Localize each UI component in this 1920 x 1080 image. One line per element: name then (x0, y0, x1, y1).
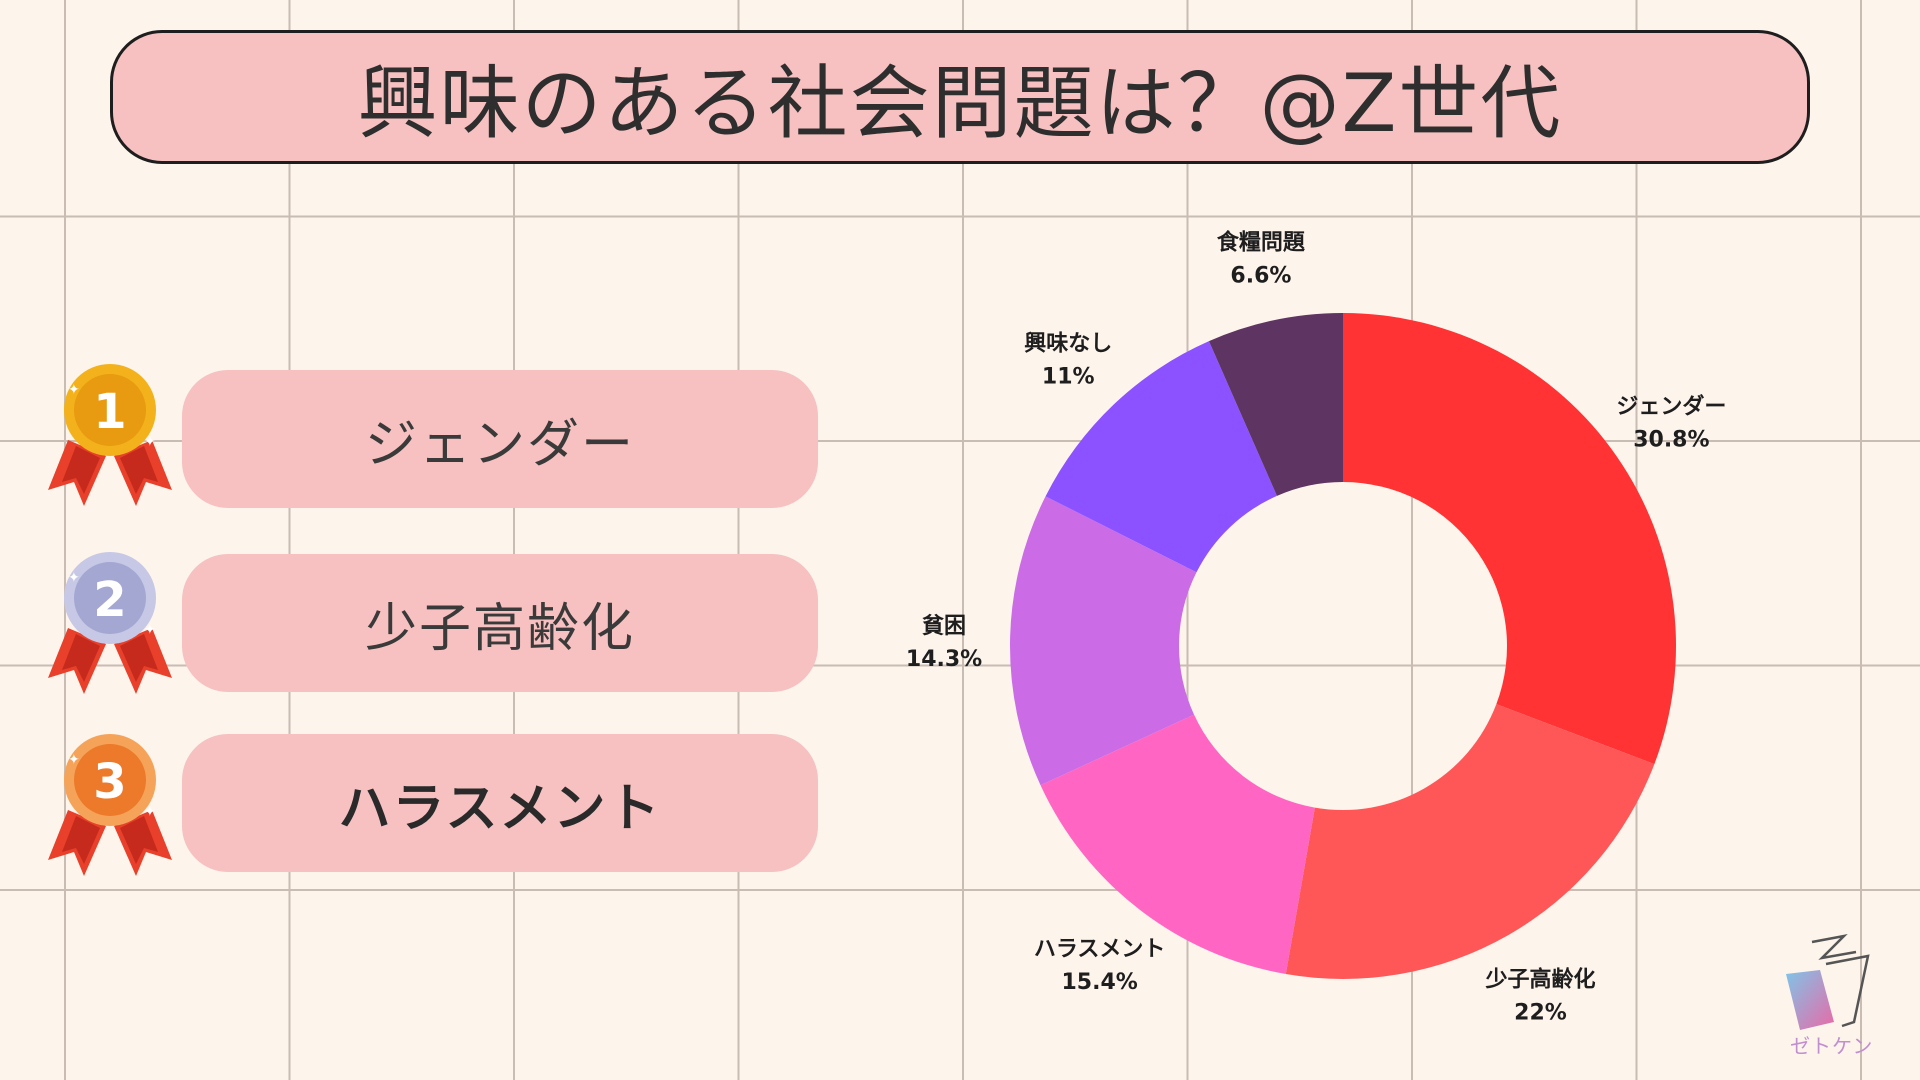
slice-value-1: 22% (1514, 1001, 1567, 1026)
page-title: 興味のある社会問題は？@Z世代 (357, 57, 1563, 150)
slice-value-3: 14.3% (906, 647, 982, 672)
donut-slice-0 (1343, 313, 1676, 765)
donut-slice-2 (1040, 714, 1315, 975)
medal-rank-1: 1 (93, 384, 126, 440)
rank-item-2: 少子高齢化 (182, 554, 818, 692)
zetoken-logo-icon (1786, 934, 1870, 1030)
gold-medal-icon: 1 ✦ ✦ (48, 364, 172, 506)
rank-item-3: ハラスメント (182, 734, 818, 872)
slice-label-2: ハラスメント (1034, 937, 1166, 962)
slice-value-5: 6.6% (1230, 264, 1291, 289)
donut-slice-1 (1285, 704, 1655, 979)
rank-item-1-label: ジェンダー (364, 414, 635, 475)
slice-value-0: 30.8% (1633, 427, 1709, 452)
svg-text:✦: ✦ (144, 434, 156, 450)
rank-item-2-label: 少子高齢化 (364, 598, 635, 659)
slice-label-3: 貧困 (922, 613, 966, 639)
svg-text:✦: ✦ (68, 382, 80, 398)
svg-text:✦: ✦ (68, 570, 80, 586)
slice-label-1: 少子高齢化 (1485, 967, 1596, 993)
slice-value-2: 15.4% (1061, 970, 1137, 995)
slice-label-4: 興味なし (1024, 332, 1112, 357)
svg-text:✦: ✦ (144, 804, 156, 820)
bronze-medal-icon: 3 ✦ ✦ (48, 734, 172, 876)
donut-slice-3 (1010, 496, 1197, 786)
medal-rank-3: 3 (93, 754, 126, 810)
donut-slice-4 (1045, 341, 1277, 573)
slice-label-5: 食糧問題 (1217, 230, 1306, 256)
rank-item-3-label: ハラスメント (338, 778, 662, 839)
silver-medal-icon: 2 ✦ ✦ (48, 552, 172, 694)
slice-label-0: ジェンダー (1616, 393, 1726, 419)
svg-text:✦: ✦ (144, 622, 156, 638)
medal-rank-2: 2 (93, 572, 126, 628)
slice-value-4: 11% (1042, 365, 1095, 390)
svg-text:✦: ✦ (68, 752, 80, 768)
rank-item-1: ジェンダー (182, 370, 818, 508)
title-banner: 興味のある社会問題は？@Z世代 (110, 30, 1810, 164)
logo-text: ゼトケン (1790, 1034, 1874, 1058)
donut-slice-5 (1208, 313, 1343, 496)
